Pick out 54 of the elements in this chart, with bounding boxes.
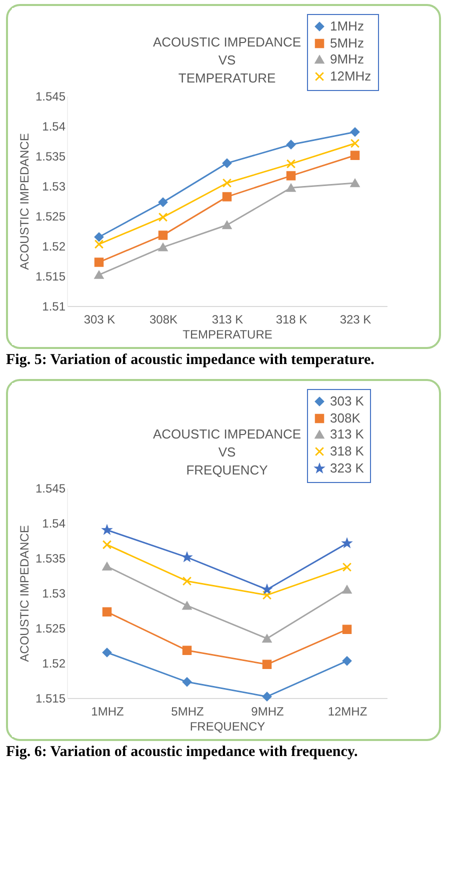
x-tick-label: 9MHZ: [251, 704, 284, 719]
x-tick-label: 5MHZ: [171, 704, 204, 719]
point: [262, 590, 272, 600]
x-tick-label: 303 K: [84, 312, 116, 326]
y-tick-label: 1.545: [35, 482, 66, 496]
y-tick-label: 1.54: [42, 120, 66, 134]
legend-label: 303 K: [330, 394, 364, 409]
y-axis-title: ACOUSTIC IMPEDANCE: [17, 133, 32, 270]
point: [94, 270, 104, 279]
y-tick-label: 1.525: [35, 210, 66, 224]
point: [350, 178, 360, 188]
y-tick-label: 1.53: [42, 180, 66, 194]
point: [342, 562, 352, 572]
x-tick-label: 308K: [149, 312, 178, 326]
legend-label: 308K: [330, 410, 361, 426]
point: [158, 212, 168, 222]
y-tick-label: 1.545: [35, 90, 66, 104]
y-tick-label: 1.51: [42, 300, 66, 314]
x-axis-title: FREQUENCY: [190, 720, 266, 734]
point: [222, 178, 232, 188]
point: [182, 576, 192, 586]
legend-label: 1MHz: [330, 18, 364, 34]
legend-label: 313 K: [330, 426, 364, 442]
y-tick-label: 1.535: [35, 150, 66, 164]
x-tick-label: 313 K: [212, 312, 244, 326]
caption: Fig. 5: Variation of acoustic impedance with temperature.: [6, 352, 376, 370]
point: [286, 159, 296, 168]
y-tick-label: 1.515: [35, 692, 66, 706]
chart-title: ACOUSTIC IMPEDANCE VS TEMPERATURE: [152, 34, 302, 86]
x-tick-label: 318 K: [276, 312, 308, 326]
legend-label: 12MHz: [330, 68, 372, 84]
point: [102, 540, 112, 550]
y-tick-label: 1.54: [42, 516, 66, 531]
y-tick-label: 1.515: [35, 270, 66, 284]
point: [350, 138, 360, 148]
legend-label: 9MHz: [330, 52, 364, 66]
x-tick-label: 323 K: [340, 312, 372, 326]
point: [342, 656, 352, 666]
x-tick-label: 12MHZ: [328, 704, 368, 719]
y-tick-label: 1.525: [35, 622, 66, 636]
point: [94, 240, 104, 249]
legend-label: 318 K: [330, 444, 364, 459]
y-tick-label: 1.53: [42, 586, 66, 601]
point: [94, 258, 104, 267]
y-tick-label: 1.52: [42, 240, 66, 254]
x-tick-label: 1MHZ: [91, 704, 124, 719]
chart-title: ACOUSTIC IMPEDANCE VS FREQUENCY: [152, 426, 302, 478]
x-axis-title: TEMPERATURE: [182, 328, 272, 342]
legend-label: 5MHz: [330, 36, 364, 50]
caption: Fig. 6: Variation of acoustic impedance with frequency.: [6, 744, 359, 762]
y-axis-title: ACOUSTIC IMPEDANCE: [17, 525, 32, 662]
y-tick-label: 1.52: [42, 656, 66, 671]
y-tick-label: 1.535: [35, 552, 66, 566]
legend-label: 323 K: [330, 460, 364, 476]
